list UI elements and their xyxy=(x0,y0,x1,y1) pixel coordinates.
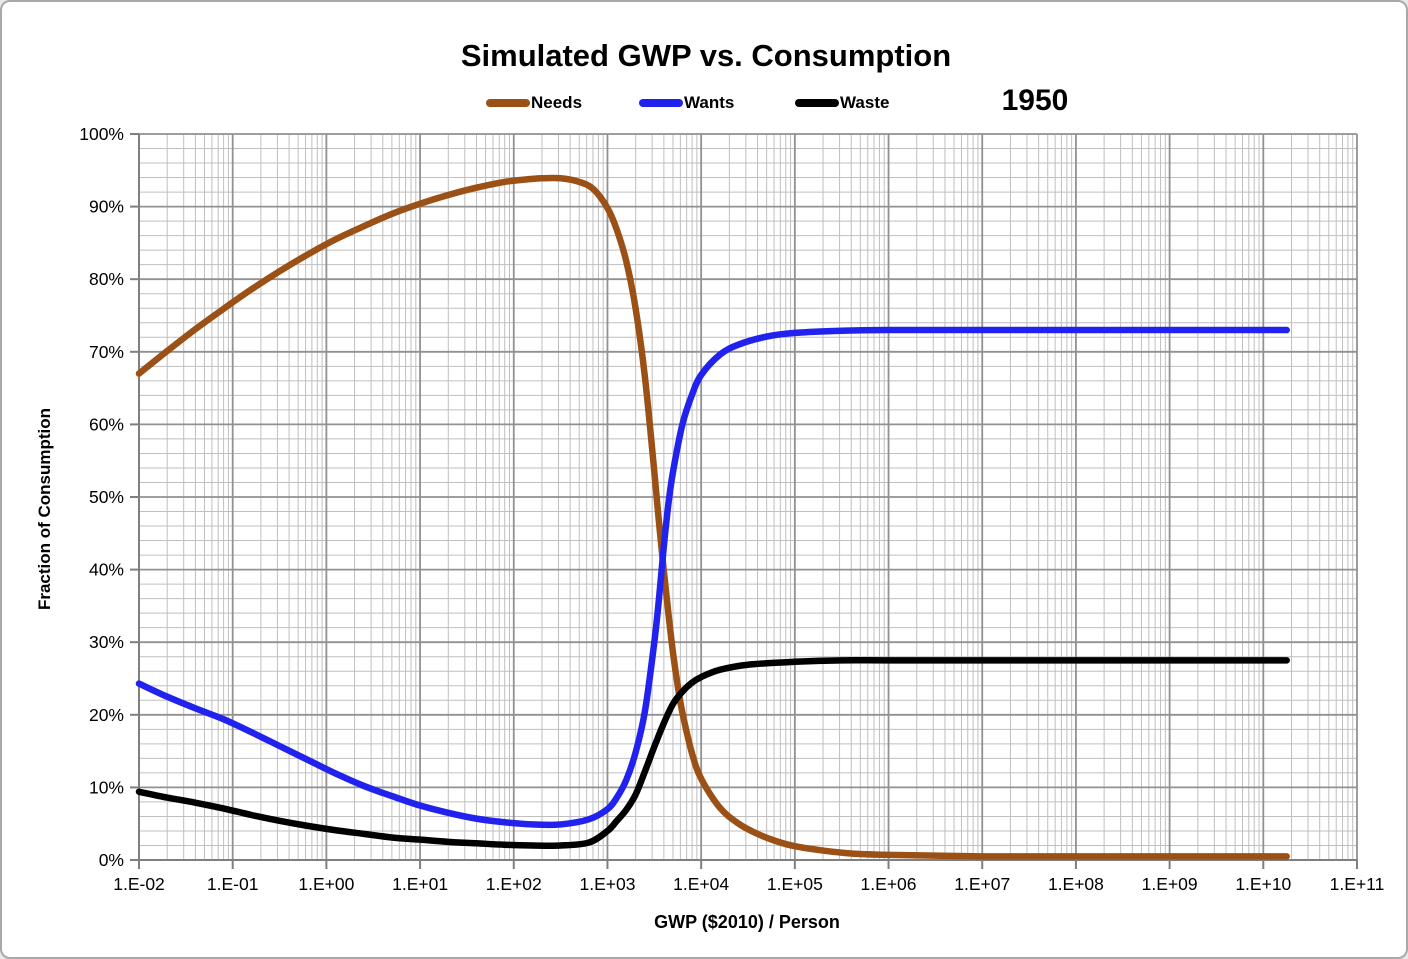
legend-label-wants: Wants xyxy=(684,93,735,112)
y-axis-title: Fraction of Consumption xyxy=(35,407,54,611)
year-annotation: 1950 xyxy=(1001,84,1069,117)
x-tick-label: 1.E+08 xyxy=(1048,874,1104,894)
x-tick-label: 1.E+07 xyxy=(954,874,1010,894)
x-tick-label: 1.E-02 xyxy=(113,874,165,894)
needs-line-swatch xyxy=(486,99,530,107)
x-tick-label: 1.E+11 xyxy=(1330,874,1385,894)
x-tick-label: 1.E+09 xyxy=(1142,874,1198,894)
legend-item-waste: Waste xyxy=(795,93,889,113)
x-axis-title: GWP ($2010) / Person xyxy=(654,912,840,932)
x-tick-label: 1.E+04 xyxy=(673,874,729,894)
chart-title: Simulated GWP vs. Consumption xyxy=(460,38,952,73)
x-tick-label: 1.E+06 xyxy=(861,874,917,894)
y-tick-label: 100% xyxy=(79,124,124,144)
legend-label-waste: Waste xyxy=(840,93,890,112)
x-tick-label: 1.E+05 xyxy=(767,874,823,894)
x-tick-label: 1.E+10 xyxy=(1235,874,1291,894)
series-line-wants xyxy=(135,326,1290,829)
x-tick-label: 1.E+02 xyxy=(486,874,542,894)
y-tick-label: 70% xyxy=(89,342,124,362)
x-tick-label: 1.E+00 xyxy=(298,874,354,894)
legend-label-needs: Needs xyxy=(531,93,583,112)
y-tick-label: 40% xyxy=(89,560,124,580)
wants-line-swatch xyxy=(639,99,683,107)
y-tick-label: 90% xyxy=(89,197,124,217)
y-tick-label: 10% xyxy=(89,777,124,797)
waste-line-swatch xyxy=(795,99,839,107)
series-line-needs xyxy=(135,174,1290,860)
y-tick-label: 60% xyxy=(89,414,124,434)
y-tick-label: 50% xyxy=(89,487,124,507)
x-tick-label: 1.E-01 xyxy=(207,874,259,894)
y-tick-label: 20% xyxy=(89,705,124,725)
x-tick-label: 1.E+03 xyxy=(579,874,635,894)
y-tick-label: 30% xyxy=(89,632,124,652)
y-tick-label: 80% xyxy=(89,269,124,289)
legend-item-needs: Needs xyxy=(486,93,582,113)
x-tick-label: 1.E+01 xyxy=(392,874,448,894)
legend-item-wants: Wants xyxy=(639,93,734,113)
y-tick-label: 0% xyxy=(99,850,124,870)
series-line-waste xyxy=(135,656,1290,849)
